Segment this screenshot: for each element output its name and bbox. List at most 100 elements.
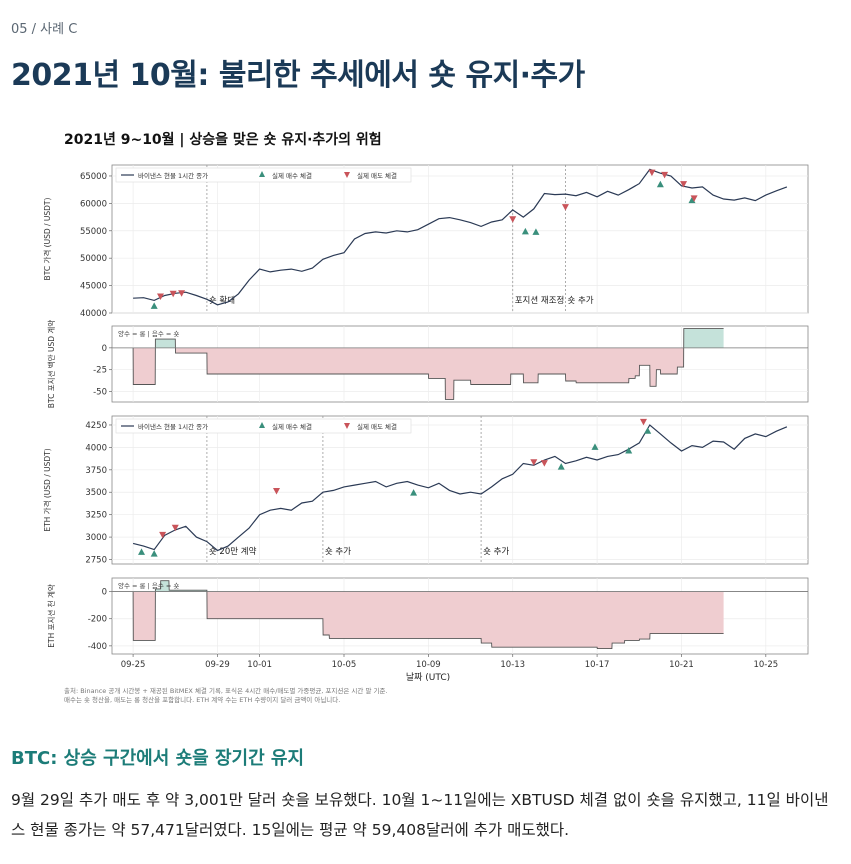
body-paragraph: 9월 29일 추가 매도 후 약 3,001만 달러 숏을 보유했다. 10월 …: [11, 791, 829, 839]
y-tick-label: 3000: [85, 533, 107, 543]
y-tick-label: 0: [102, 344, 107, 354]
legend-sell-swatch: [344, 423, 350, 429]
buy-marker: [656, 180, 664, 188]
x-axis-label: 날짜 (UTC): [406, 672, 450, 683]
short-area: [133, 591, 724, 649]
sell-marker: [690, 195, 698, 202]
position-line: [132, 580, 724, 650]
y-axis-label: BTC 포지션 백만 USD 계약: [46, 320, 56, 408]
page-title: 2021년 10월: 불리한 추세에서 숏 유지·추가: [11, 58, 585, 93]
position-note: 양수 = 롱 | 음수 = 숏: [118, 330, 179, 338]
buy-marker: [532, 228, 540, 235]
buy-marker: [591, 443, 599, 450]
buy-marker: [644, 427, 652, 434]
chart-svg: 2021년 9~10월 | 상승을 맞은 숏 유지·추가의 위험 4000045…: [42, 131, 809, 704]
sell-marker: [157, 293, 165, 301]
y-axis-label: ETH 포지션 천 계약: [46, 584, 56, 648]
annotation-label: 숏 확대: [209, 295, 235, 306]
buy-marker: [150, 550, 158, 557]
y-tick-label: -200: [88, 615, 107, 625]
y-tick-label: -400: [88, 642, 107, 652]
y-tick-label: 3250: [85, 511, 107, 521]
annotation-label: 숏 20만 계약: [209, 546, 257, 557]
y-axis-label: BTC 가격 (USD / USDT): [42, 197, 52, 280]
panel-frame: [111, 164, 809, 314]
legend-price: 바이낸스 현물 1시간 종가: [138, 422, 208, 431]
position-line: [132, 328, 724, 400]
sell-marker: [648, 169, 656, 177]
chart-legend: 바이낸스 현물 1시간 종가 실제 매수 체결 실제 매도 체결: [115, 418, 412, 434]
x-tick-label: 09-25: [121, 660, 146, 670]
buy-marker: [150, 302, 158, 309]
sell-marker: [661, 171, 669, 179]
section-title: BTC: 상승 구간에서 숏을 장기간 유지: [11, 748, 305, 769]
legend-sell: 실제 매도 체결: [357, 422, 397, 431]
legend-buy: 실제 매수 체결: [272, 422, 312, 431]
source-note-2: 매수는 숏 청산을, 매도는 롱 청산을 포함합니다. ETH 계약 수는 ET…: [64, 695, 340, 704]
y-tick-label: 50000: [80, 254, 107, 264]
y-tick-label: 3750: [85, 466, 107, 476]
x-tick-label: 10-05: [332, 660, 357, 670]
figure-title: 2021년 9~10월 | 상승을 맞은 숏 유지·추가의 위험: [64, 131, 382, 148]
sell-marker: [178, 290, 186, 297]
sell-marker: [159, 531, 167, 539]
y-tick-label: 40000: [80, 309, 107, 319]
sell-marker: [169, 290, 177, 298]
y-tick-label: 55000: [80, 227, 107, 237]
x-tick-label: 10-17: [585, 660, 610, 670]
btc-position-panel: 0 -25 -50 BTC 포지션 백만 USD 계약 양수 = 롱 | 음수 = 숏: [46, 320, 809, 408]
y-tick-label: 45000: [80, 282, 107, 292]
annotation-label: 숏 추가: [483, 547, 509, 557]
x-tick-label: 09-29: [205, 660, 230, 670]
sell-marker: [639, 418, 647, 426]
x-tick-label: 10-13: [500, 660, 525, 670]
buy-marker: [521, 227, 529, 235]
buy-marker: [138, 548, 146, 555]
chart-legend: 바이낸스 현물 1시간 종가 실제 매수 체결 실제 매도 체결: [115, 167, 412, 183]
annotation-label: 숏 추가: [325, 547, 351, 557]
y-tick-label: 65000: [80, 172, 107, 182]
price-line: [133, 168, 788, 306]
source-note-1: 출처: Binance 공개 시간봉 + 재공된 BitMEX 체결 기록, 표…: [64, 686, 388, 695]
y-axis-label: ETH 가격 (USD / USDT): [42, 448, 52, 531]
eth-position-panel: 0 -200 -400 ETH 포지션 천 계약 양수 = 롱 | 음수 = 숏 09-2…: [46, 577, 809, 670]
sell-marker: [561, 204, 569, 211]
y-tick-label: 0: [102, 588, 107, 598]
legend-buy-swatch: [259, 171, 265, 177]
y-tick-label: -50: [93, 388, 107, 398]
sell-marker: [509, 216, 517, 223]
y-tick-label: 60000: [80, 199, 107, 209]
legend-buy-swatch: [259, 422, 265, 428]
annotation-label: 숏 추가: [567, 296, 593, 306]
y-tick-label: 3500: [85, 488, 107, 498]
buy-marker: [557, 463, 565, 470]
buy-marker: [410, 489, 418, 496]
x-tick-label: 10-09: [416, 660, 441, 670]
sell-marker: [540, 460, 548, 467]
legend-price: 바이낸스 현물 1시간 종가: [138, 171, 208, 180]
buy-marker: [688, 196, 696, 204]
eth-price-panel: 2750 3000 3250 3500 3750 4000 4250 ETH 가격 (USD …: [42, 415, 809, 566]
sell-marker: [680, 181, 688, 188]
y-tick-label: 4250: [85, 421, 107, 431]
x-tick-label: 10-01: [247, 660, 272, 670]
buy-marker: [625, 446, 633, 454]
x-tick-label: 10-21: [669, 660, 694, 670]
btc-price-panel: 40000 45000 50000 55000 60000 65000 BTC 가격 (US…: [42, 164, 809, 319]
chart-figure: 2021년 9~10월 | 상승을 맞은 숏 유지·추가의 위험 40000 45…: [40, 120, 820, 720]
eyebrow: 05 / 사례 C: [11, 22, 78, 37]
price-line: [132, 424, 788, 552]
x-tick-label: 10-25: [753, 660, 778, 670]
y-tick-label: 4000: [85, 443, 107, 453]
y-tick-label: -25: [93, 366, 107, 376]
sell-marker: [171, 524, 179, 532]
annotation-label: 포지션 재조정: [515, 295, 565, 306]
y-tick-label: 2750: [85, 556, 107, 566]
sell-marker: [530, 459, 538, 466]
position-note: 양수 = 롱 | 음수 = 숏: [118, 582, 179, 590]
legend-sell: 실제 매도 체결: [357, 171, 397, 180]
panel-frame: [111, 415, 809, 565]
legend-sell-swatch: [344, 172, 350, 178]
legend-buy: 실제 매수 체결: [272, 171, 312, 180]
sell-marker: [273, 487, 281, 495]
